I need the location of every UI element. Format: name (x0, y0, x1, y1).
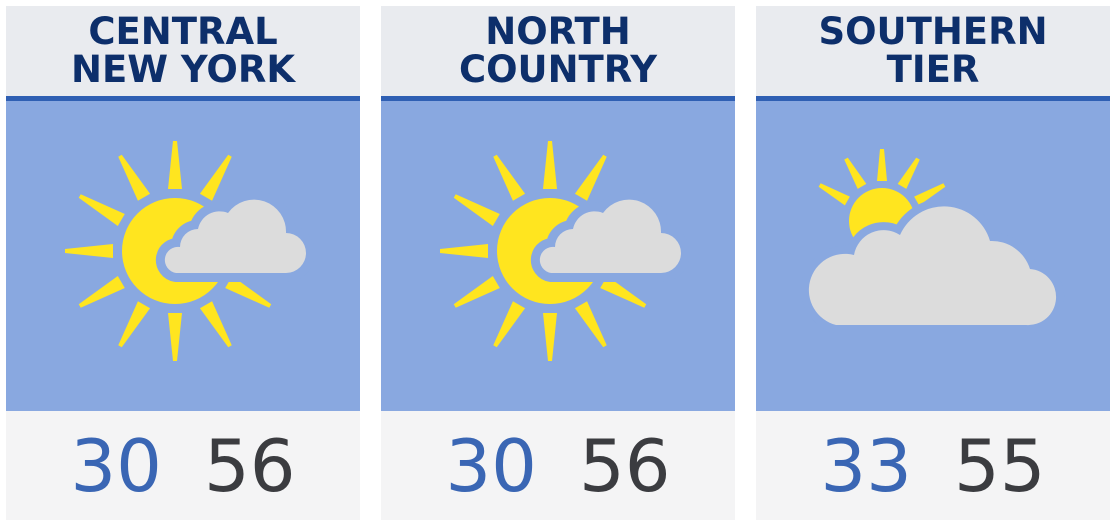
partly-sunny-icon (440, 141, 690, 361)
region-card-central-new-york: CENTRAL NEW YORK 30 56 (6, 6, 360, 520)
low-temp: 30 (445, 423, 537, 508)
sun-ray (168, 141, 182, 189)
mostly-cloudy-icon (800, 149, 1064, 334)
sun-ray (199, 154, 232, 201)
partly-sunny-icon (65, 141, 315, 361)
title-line: SOUTHERN (818, 10, 1048, 53)
sun-ray (118, 301, 151, 348)
cloud (164, 199, 306, 273)
sun-ray (168, 313, 182, 361)
region-title: SOUTHERN TIER (756, 6, 1110, 96)
sun-ray (453, 194, 500, 227)
divider (6, 96, 360, 101)
title-line: TIER (886, 48, 980, 91)
region-title: CENTRAL NEW YORK (6, 6, 360, 96)
high-temp: 55 (954, 423, 1046, 508)
title-line: NORTH (485, 10, 631, 53)
high-temp: 56 (204, 423, 296, 508)
temperatures: 30 56 (381, 411, 735, 520)
sun-ray (78, 194, 125, 227)
sun-ray (440, 244, 488, 258)
low-temp: 30 (70, 423, 162, 508)
cloud (539, 199, 681, 273)
sun-ray (818, 183, 850, 206)
sun-ray (453, 275, 500, 308)
sun-ray (493, 154, 526, 201)
sun-ray (574, 301, 607, 348)
divider (756, 96, 1110, 101)
cloud (808, 206, 1057, 326)
low-temp: 33 (820, 423, 912, 508)
weather-panel (6, 101, 360, 411)
title-line: CENTRAL (88, 10, 278, 53)
region-title: NORTH COUNTRY (381, 6, 735, 96)
sun-ray (225, 275, 272, 308)
sun-ray (877, 149, 887, 181)
sun-ray (118, 154, 151, 201)
temperatures: 33 55 (756, 411, 1110, 520)
divider (381, 96, 735, 101)
sun-ray (543, 313, 557, 361)
title-line: COUNTRY (458, 48, 658, 91)
weather-panel (381, 101, 735, 411)
sun-ray (844, 157, 867, 189)
sun-ray (914, 183, 946, 206)
temperatures: 30 56 (6, 411, 360, 520)
sun-ray (600, 275, 647, 308)
sun-ray (897, 157, 920, 189)
sun-ray (493, 301, 526, 348)
region-card-southern-tier: SOUTHERN TIER 33 55 (756, 6, 1110, 520)
sun-ray (543, 141, 557, 189)
high-temp: 56 (579, 423, 671, 508)
sun-ray (78, 275, 125, 308)
sun-ray (574, 154, 607, 201)
sun-ray (199, 301, 232, 348)
sun-ray (65, 244, 113, 258)
region-card-north-country: NORTH COUNTRY 30 56 (381, 6, 735, 520)
weather-panel (756, 101, 1110, 411)
title-line: NEW YORK (70, 48, 296, 91)
